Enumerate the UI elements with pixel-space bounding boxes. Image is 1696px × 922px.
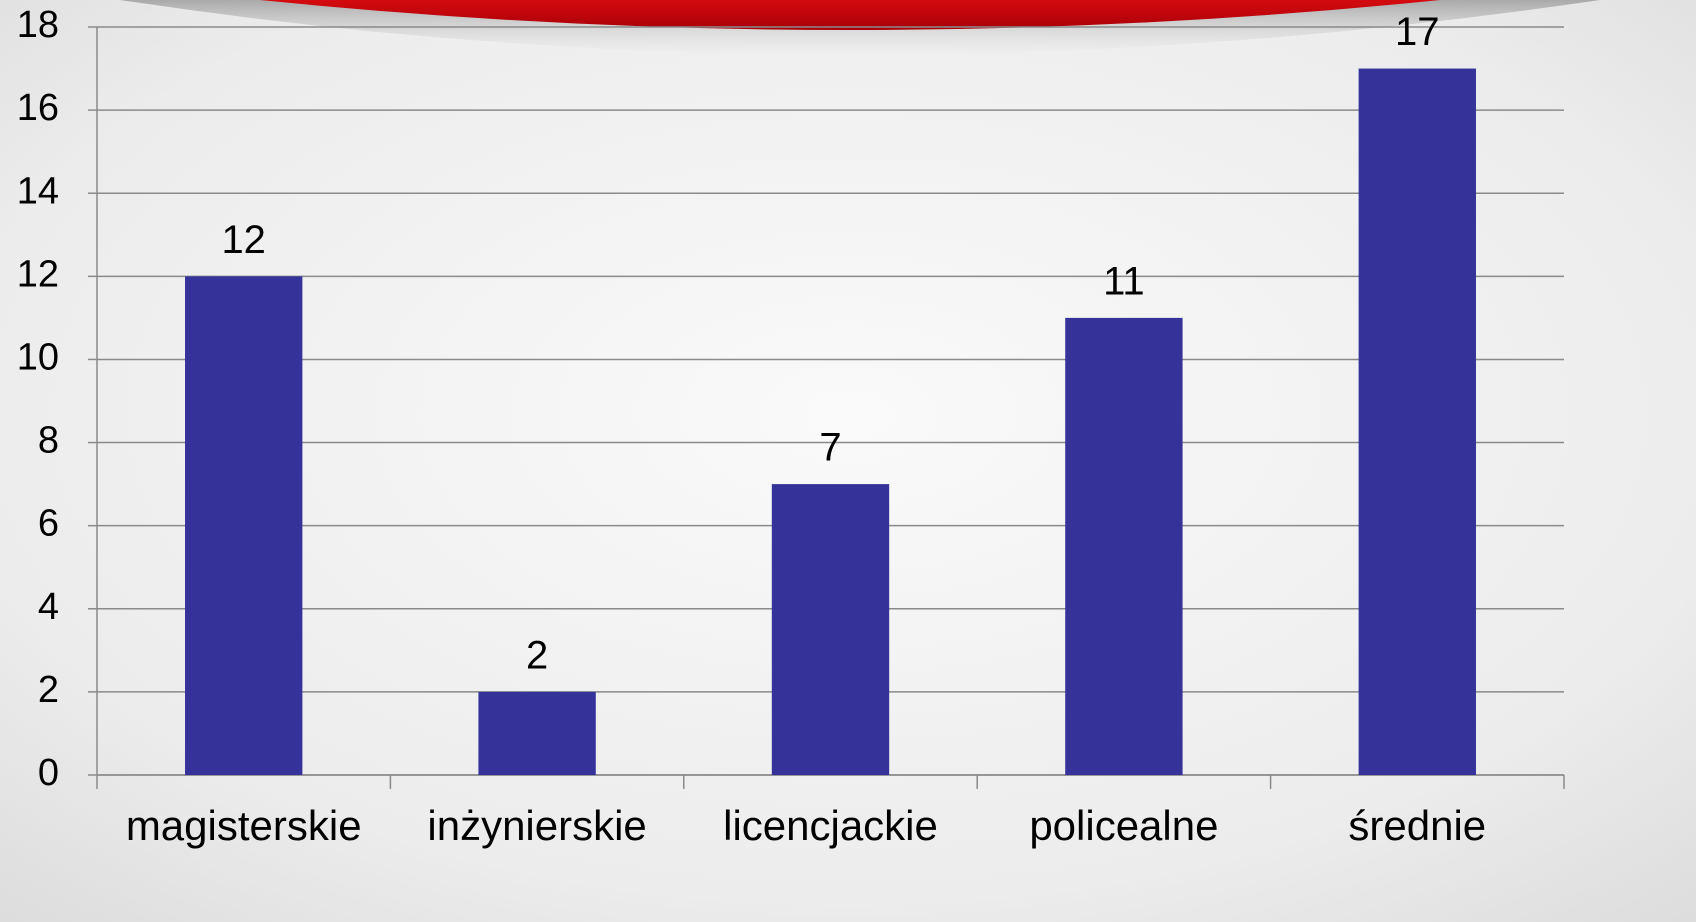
bar <box>478 691 596 775</box>
value-label: 12 <box>221 218 266 262</box>
x-tick-label: magisterskie <box>126 802 362 849</box>
y-tick-label: 6 <box>38 503 59 545</box>
y-tick-label: 12 <box>17 253 59 295</box>
y-tick-label: 8 <box>38 420 59 462</box>
bar <box>185 276 303 775</box>
y-tick-label: 2 <box>38 669 59 711</box>
x-tick-label: średnie <box>1348 802 1486 849</box>
decor-swoosh <box>260 0 1440 30</box>
value-label: 2 <box>526 633 548 677</box>
plot: 0 2 4 6 8 10 12 14 16 18 magisterskie 12 inżynierski… <box>17 4 1565 849</box>
bar <box>771 484 890 775</box>
x-tick-label: policealne <box>1029 802 1218 849</box>
value-label: 7 <box>819 426 841 470</box>
y-tick-label: 14 <box>17 170 59 212</box>
y-tick-label: 18 <box>17 4 59 46</box>
y-tick-label: 16 <box>17 87 59 129</box>
bar <box>1065 317 1183 775</box>
x-tick-label: inżynierskie <box>427 802 646 849</box>
value-label: 11 <box>1103 259 1145 303</box>
bar <box>1358 68 1476 776</box>
y-tick-label: 0 <box>38 752 59 794</box>
x-tick-label: licencjackie <box>723 802 938 849</box>
y-tick-label: 10 <box>17 336 59 378</box>
value-label: 17 <box>1395 10 1440 54</box>
y-tick-label: 4 <box>38 586 59 628</box>
